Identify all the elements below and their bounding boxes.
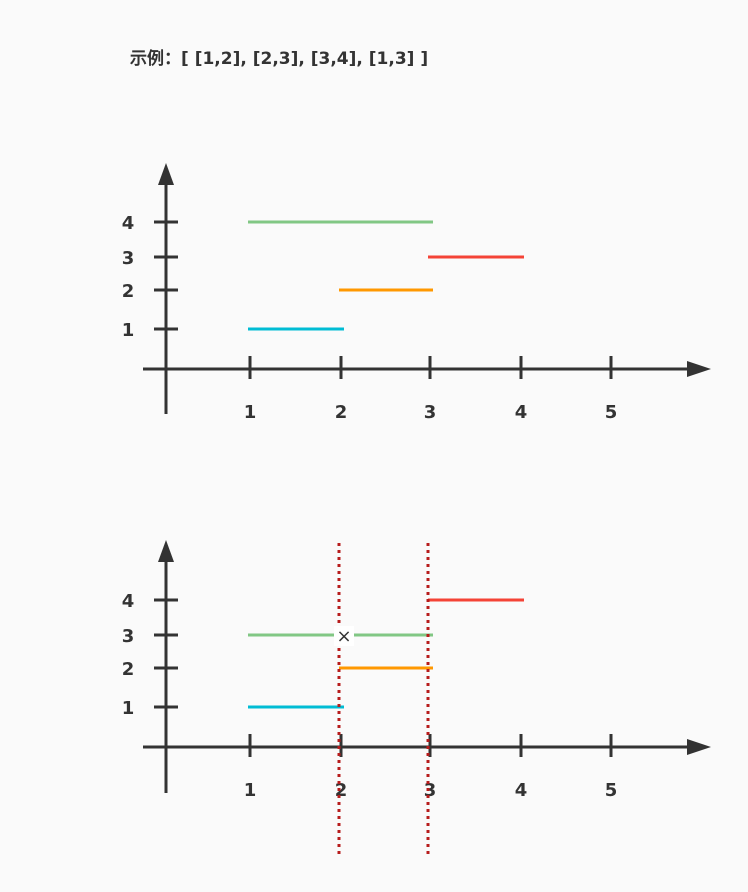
x-tick-label: 1 xyxy=(244,780,257,801)
y-tick-label: 1 xyxy=(122,320,135,341)
y-tick-label: 3 xyxy=(122,626,135,647)
y-tick-label: 3 xyxy=(122,248,135,269)
x-tick-label: 4 xyxy=(515,402,528,423)
y-axis-arrow xyxy=(158,163,174,185)
marker-background xyxy=(334,626,354,646)
x-tick-label: 2 xyxy=(335,402,348,423)
x-tick-label: 3 xyxy=(424,780,437,801)
x-axis-arrow xyxy=(687,361,711,377)
y-tick-label: 4 xyxy=(122,213,135,234)
diagram-original-intervals: 1 2 3 4 5 1 2 3 4 xyxy=(122,163,711,423)
x-tick-label: 3 xyxy=(424,402,437,423)
y-tick-label: 2 xyxy=(122,281,135,302)
x-tick-label: 2 xyxy=(335,780,348,801)
example-title: 示例：[ [1,2], [2,3], [3,4], [1,3] ] xyxy=(130,49,429,69)
y-tick-label: 2 xyxy=(122,659,135,680)
x-tick-label: 5 xyxy=(605,402,618,423)
y-tick-label: 4 xyxy=(122,591,135,612)
cross-marker: × xyxy=(336,626,351,647)
x-tick-label: 4 xyxy=(515,780,528,801)
x-tick-label: 1 xyxy=(244,402,257,423)
y-tick-label: 1 xyxy=(122,698,135,719)
diagram-selected-intervals: 1 2 3 4 5 1 2 3 4 × xyxy=(122,540,711,855)
x-axis-arrow xyxy=(687,739,711,755)
y-axis-arrow xyxy=(158,540,174,562)
x-tick-label: 5 xyxy=(605,780,618,801)
